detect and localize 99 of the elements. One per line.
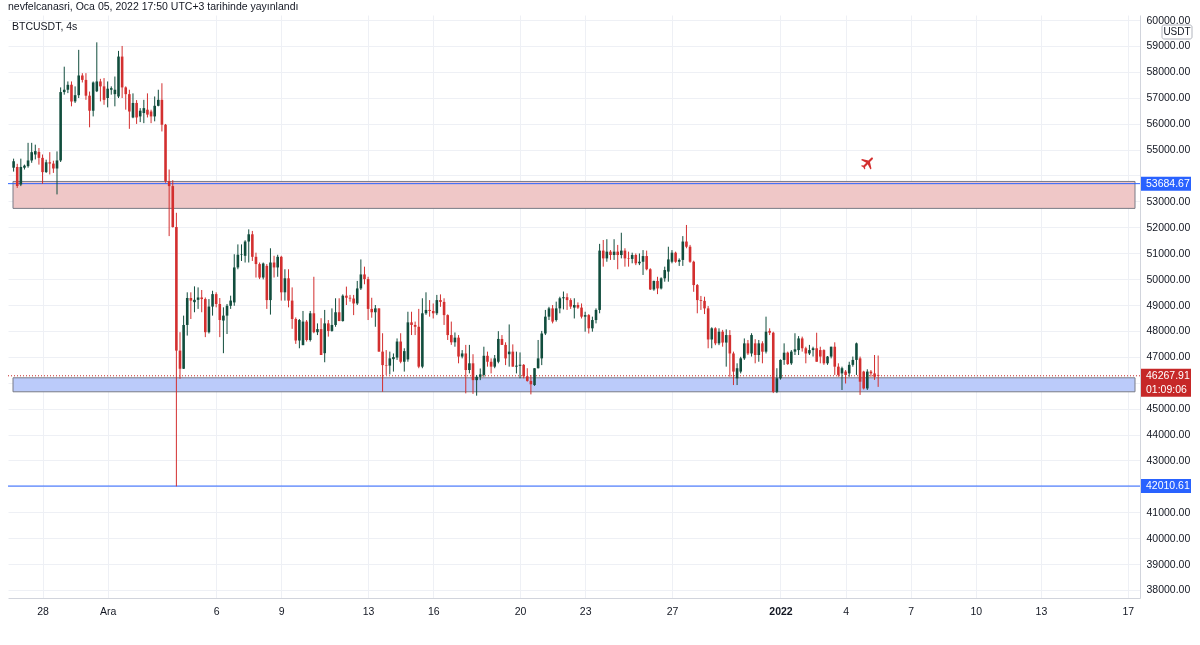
text: nevfelcanasri, Oca 05, 2022 17:50 UTC+3 tarihinde yayınlandı — [8, 0, 299, 12]
y-tick-label: 56000.00 — [1146, 117, 1191, 130]
y-axis-title: USDT — [1163, 26, 1191, 37]
candlestick — [551, 304, 554, 324]
candlestick — [305, 319, 308, 343]
ref-line-label: 42010.61 — [1146, 479, 1190, 492]
candlestick — [384, 349, 388, 376]
candlestick — [464, 344, 468, 394]
candlestick — [345, 286, 348, 306]
y-tick-label: 50000.00 — [1146, 272, 1191, 285]
candlestick — [334, 297, 337, 328]
x-tick-label: 13 — [362, 604, 375, 617]
candlestick — [648, 267, 652, 291]
candlestick — [573, 297, 576, 319]
candlestick — [554, 301, 558, 323]
x-tick-label: 17 — [1122, 604, 1135, 617]
x-tick-label: 16 — [427, 604, 440, 617]
x-tick-label: 20 — [514, 604, 527, 617]
y-tick-label: 59000.00 — [1146, 39, 1191, 52]
candlestick — [873, 354, 876, 381]
y-tick-label: 38000.00 — [1146, 583, 1191, 596]
y-tick-label: 43000.00 — [1146, 453, 1191, 466]
candlestick — [866, 368, 869, 391]
candlestick — [504, 341, 507, 366]
candlestick — [128, 89, 131, 130]
candlestick — [583, 311, 587, 333]
candlestick — [815, 332, 818, 363]
y-tick-label: 40000.00 — [1146, 531, 1191, 544]
x-tick-label: 9 — [278, 604, 285, 617]
y-tick-label: 47000.00 — [1146, 350, 1191, 363]
candlestick — [475, 374, 478, 397]
y-tick-label: 48000.00 — [1146, 324, 1191, 337]
x-tick-label: 23 — [579, 604, 592, 617]
candlestick — [450, 321, 453, 346]
y-tick-label: 51000.00 — [1146, 246, 1191, 259]
candlestick — [399, 332, 402, 364]
candlestick — [667, 246, 670, 283]
candlestick — [601, 239, 605, 268]
candlestick — [381, 332, 384, 393]
candlestick — [30, 142, 33, 164]
y-tick-label: 49000.00 — [1146, 298, 1191, 311]
x-tick-label: 28 — [37, 604, 50, 617]
x-tick-label: 10 — [970, 604, 983, 617]
candlestick — [468, 344, 471, 374]
y-tick-label: 45000.00 — [1146, 402, 1191, 415]
candlestick — [757, 339, 761, 363]
y-tick-label: 52000.00 — [1146, 220, 1191, 233]
candlestick — [15, 163, 19, 189]
candlestick — [797, 335, 800, 356]
candlestick — [193, 285, 196, 313]
candlestick — [855, 342, 858, 376]
candlestick — [247, 228, 251, 264]
x-tick-label: 4 — [843, 604, 850, 617]
candlestick — [761, 340, 764, 364]
candlestick — [352, 294, 355, 316]
ref-line-label: 53684.67 — [1146, 176, 1190, 189]
candlestick — [518, 351, 522, 379]
candlestick — [99, 78, 102, 102]
candlestick — [196, 286, 200, 310]
y-tick-label: 58000.00 — [1146, 65, 1191, 78]
candlestick — [515, 351, 518, 374]
candlestick — [743, 337, 746, 361]
chart-title: BTCUSDT, 4s — [12, 20, 78, 32]
ref-line-label: 46267.91 01:09:06 — [1146, 368, 1190, 395]
candlestick — [620, 232, 623, 259]
candlestick — [374, 304, 377, 328]
x-tick-label: 2022 — [769, 604, 793, 617]
candlestick — [876, 355, 880, 388]
candlestick — [410, 311, 413, 336]
candlestick — [348, 294, 352, 303]
candlestick — [627, 251, 630, 268]
x-tick-label: Ara — [99, 604, 117, 617]
candlestick — [750, 332, 753, 358]
candlestick — [544, 309, 547, 336]
candlestick — [695, 283, 699, 314]
candlestick — [106, 80, 109, 108]
y-tick-label: 60000.00 — [1146, 13, 1191, 26]
x-tick-label: 27 — [666, 604, 679, 617]
candlestick — [276, 254, 279, 278]
candlestick — [135, 99, 138, 125]
candlestick — [645, 250, 648, 271]
candlestick — [428, 299, 431, 318]
candlestick — [62, 66, 66, 96]
candlestick — [222, 306, 225, 354]
y-tick-label: 44000.00 — [1146, 428, 1191, 441]
y-tick-label: 39000.00 — [1146, 557, 1191, 570]
y-tick-label: 57000.00 — [1146, 91, 1191, 104]
y-tick-label: 41000.00 — [1146, 505, 1191, 518]
y-tick-label: 53000.00 — [1146, 194, 1191, 207]
y-tick-label: 55000.00 — [1146, 143, 1191, 156]
candlestick — [153, 95, 156, 122]
candlestick — [616, 244, 620, 270]
candlestick — [497, 330, 500, 364]
candlestick — [70, 80, 73, 107]
candlestick — [457, 334, 460, 364]
x-tick-label: 13 — [1035, 604, 1048, 617]
x-tick-label: 6 — [213, 604, 220, 617]
x-tick-label: 7 — [908, 604, 915, 617]
candlestick — [200, 289, 204, 313]
